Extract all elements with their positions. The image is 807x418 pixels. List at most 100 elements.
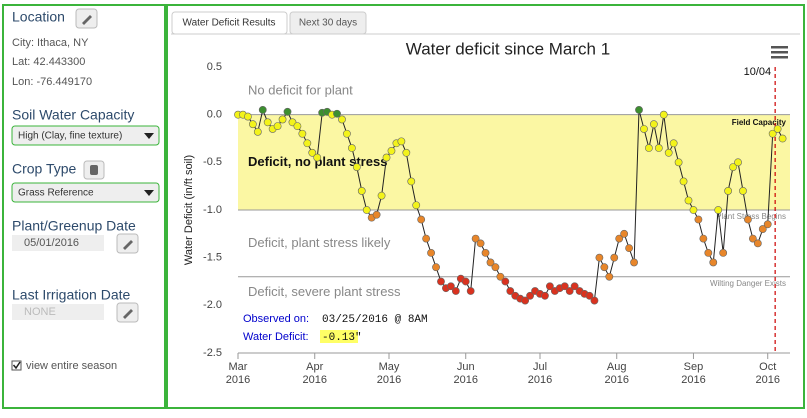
x-tick-label: Aug 2016 — [604, 361, 628, 386]
season-label: view entire season — [26, 360, 117, 372]
deficit-point — [352, 163, 361, 171]
deficit-point — [338, 115, 346, 124]
deficit-point — [744, 215, 752, 224]
x-tick-label: May 2016 — [377, 361, 401, 386]
crop-title: Crop Type — [12, 161, 77, 177]
soil-value: High (Clay, fine texture) — [18, 131, 122, 142]
dropdown-arrow — [144, 190, 154, 196]
deficit-point — [486, 258, 495, 267]
deficit-point — [283, 107, 292, 116]
irrigation-input[interactable] — [12, 304, 104, 320]
deficit-point — [432, 263, 440, 272]
deficit-point — [357, 187, 366, 195]
date-marker-label: 10/04 — [744, 66, 772, 78]
irrigation-title: Last Irrigation Date — [12, 287, 130, 303]
deficit-point — [595, 253, 604, 262]
pencil-icon — [82, 15, 92, 25]
deficit-point — [244, 112, 252, 121]
deficit-point — [645, 144, 653, 152]
deficit-point — [669, 139, 678, 148]
deficit-point — [714, 206, 723, 214]
chart-menu[interactable] — [771, 46, 788, 59]
x-tick-label: Oct 2016 — [755, 361, 779, 386]
deficit-point — [417, 215, 426, 224]
deficit-point — [585, 291, 594, 300]
deficit-point — [600, 263, 609, 272]
deficit-point — [501, 277, 510, 286]
deficit-point — [729, 163, 737, 171]
deficit-point — [481, 248, 490, 257]
deficit-point — [293, 122, 302, 131]
y-tick-label: 0.5 — [207, 61, 222, 73]
soil-select[interactable] — [11, 125, 160, 146]
tooltip-label: Water Deficit: — [243, 331, 309, 343]
sidebar-panel — [2, 4, 166, 409]
deficit-point — [303, 139, 312, 148]
deficit-point — [248, 120, 257, 129]
deficit-point — [694, 215, 703, 224]
deficit-point — [377, 191, 386, 200]
deficit-point — [451, 287, 460, 295]
menu-bar — [771, 46, 788, 49]
deficit-point — [778, 134, 787, 143]
deficit-point — [347, 144, 356, 152]
deficit-point — [333, 109, 341, 118]
deficit-point — [773, 125, 782, 133]
deficit-point — [610, 253, 619, 262]
crop-select[interactable] — [11, 182, 160, 203]
y-tick-label: -2.5 — [203, 347, 222, 359]
deficit-point — [748, 234, 757, 243]
deficit-point — [521, 296, 530, 305]
deficit-point — [674, 158, 683, 167]
irrigation-value: NONE — [24, 306, 56, 318]
region-label: No deficit for plant — [248, 82, 353, 97]
tab-active[interactable] — [171, 11, 288, 35]
x-tick-label: Jun 2016 — [453, 361, 477, 386]
menu-bar — [771, 56, 788, 59]
deficit-point — [407, 177, 416, 186]
plant-date-input[interactable] — [12, 235, 104, 251]
tab-label: Water Deficit Results — [183, 18, 276, 29]
x-tick-label: Jul 2016 — [528, 361, 552, 386]
deficit-point — [763, 220, 772, 229]
tooltip-highlight — [320, 330, 358, 343]
deficit-point — [313, 153, 322, 162]
y-tick-label: 0.0 — [207, 109, 222, 121]
deficit-point — [649, 120, 658, 129]
deficit-point — [466, 287, 475, 295]
deficit-point — [471, 234, 480, 243]
deficit-point — [541, 291, 549, 300]
deficit-point — [768, 129, 777, 138]
no-stress-band — [238, 114, 790, 210]
y-tick-label: -1.0 — [203, 204, 222, 216]
deficit-point — [753, 239, 762, 248]
location-title: Location — [12, 9, 65, 25]
chart-title: Water deficit since March 1 — [406, 39, 610, 58]
deficit-point — [709, 258, 718, 267]
deficit-point — [734, 158, 742, 167]
deficit-point — [684, 196, 693, 205]
deficit-point — [427, 248, 435, 257]
plant-date-title: Plant/Greenup Date — [12, 218, 136, 234]
threshold-label: Wilting Danger Exists — [710, 279, 786, 288]
crop-value: Grass Reference — [18, 188, 94, 199]
deficit-point — [526, 291, 534, 300]
deficit-point — [263, 118, 272, 127]
deficit-point — [659, 110, 668, 119]
deficit-point — [422, 234, 431, 243]
city: City: Ithaca, NY — [12, 37, 89, 49]
tab[interactable] — [289, 11, 367, 35]
deficit-point — [343, 129, 351, 138]
deficit-point — [560, 282, 569, 291]
deficit-point — [476, 239, 485, 248]
deficit-point — [437, 277, 445, 286]
threshold-label: Plant Stress Begins — [716, 212, 786, 221]
deficit-point — [372, 210, 381, 219]
deficit-point — [664, 148, 673, 157]
deficit-point — [679, 177, 688, 186]
chart-panel — [166, 4, 805, 409]
season-checkbox[interactable] — [11, 360, 22, 371]
deficit-point — [402, 148, 411, 157]
deficit-point — [605, 272, 614, 281]
